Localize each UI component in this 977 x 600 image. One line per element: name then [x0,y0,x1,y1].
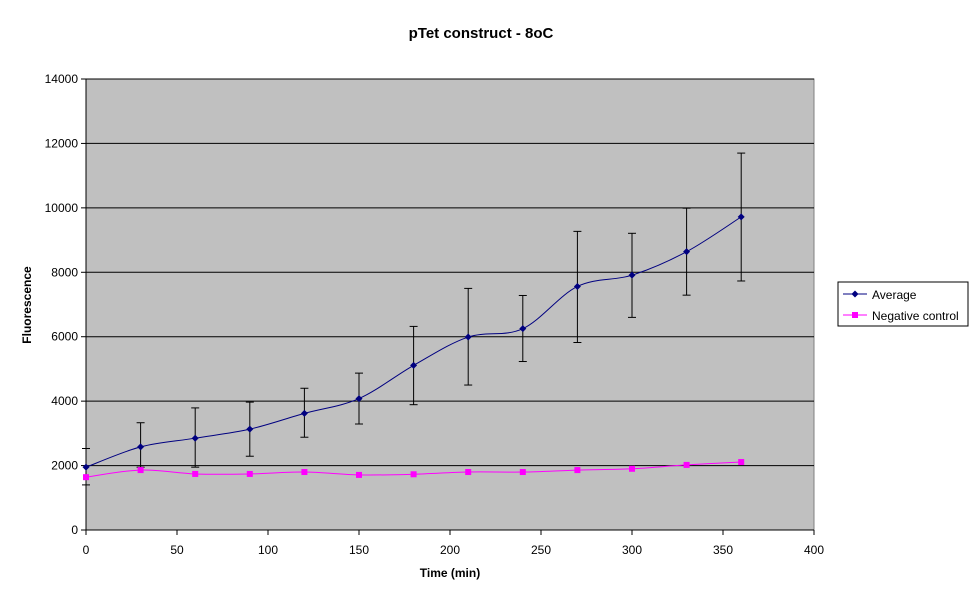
legend-box [837,281,969,327]
point-negative-control [301,469,308,476]
point-negative-control [246,470,253,477]
point-average [191,434,199,442]
series-markers [82,213,745,481]
x-tick-label: 200 [440,543,460,557]
x-tick-label: 300 [622,543,642,557]
x-tick-label: 150 [349,543,369,557]
y-axis-label: Fluorescence [20,266,34,344]
point-average [355,395,363,403]
legend-label-negative-control: Negative control [872,309,959,323]
x-tick-labels: 0 50 100 150 200 250 300 350 400 [83,543,825,557]
point-average [82,463,90,471]
y-tick-label: 12000 [45,136,79,150]
point-negative-control [83,474,89,481]
point-negative-control [574,467,581,474]
point-negative-control [356,471,362,478]
legend-label-average: Average [872,288,917,302]
y-tick-label: 8000 [51,265,78,279]
point-average [683,248,691,256]
x-axis-label: Time (min) [420,566,480,580]
point-average [628,271,636,279]
point-average [246,425,254,433]
y-tick-labels: 0 2000 4000 6000 8000 10000 12000 14000 [45,72,79,537]
y-tick-label: 10000 [45,201,79,215]
x-tick-label: 250 [531,543,551,557]
x-tick-label: 0 [83,543,90,557]
point-negative-control [683,461,690,468]
point-average [300,409,308,417]
point-negative-control [738,459,745,466]
x-tick-label: 50 [170,543,184,557]
point-average [737,213,745,221]
point-negative-control [465,469,472,476]
y-tick-label: 2000 [51,459,78,473]
point-average [573,282,581,290]
point-average [410,361,418,369]
point-average [519,325,527,333]
point-average [137,443,145,451]
chart-title: pTet construct - 8oC [409,25,554,42]
point-negative-control [192,470,199,477]
y-tick-label: 4000 [51,394,78,408]
y-tick-label: 0 [71,523,78,537]
legend-entries [843,290,867,318]
x-tick-label: 350 [713,543,733,557]
x-tick-label: 100 [258,543,278,557]
legend-marker-negative-control [852,312,858,318]
gridlines [86,78,814,467]
plot-area [85,78,815,531]
x-tick-label: 400 [804,543,824,557]
legend: Average Negative control [837,281,969,327]
point-negative-control [137,467,144,474]
point-negative-control [519,469,526,476]
point-average [464,333,472,341]
y-tick-label: 6000 [51,330,78,344]
error-bars [82,152,746,486]
point-negative-control [410,471,417,478]
y-tick-label: 14000 [45,72,79,86]
point-negative-control [629,465,635,472]
legend-marker-average [851,290,859,298]
